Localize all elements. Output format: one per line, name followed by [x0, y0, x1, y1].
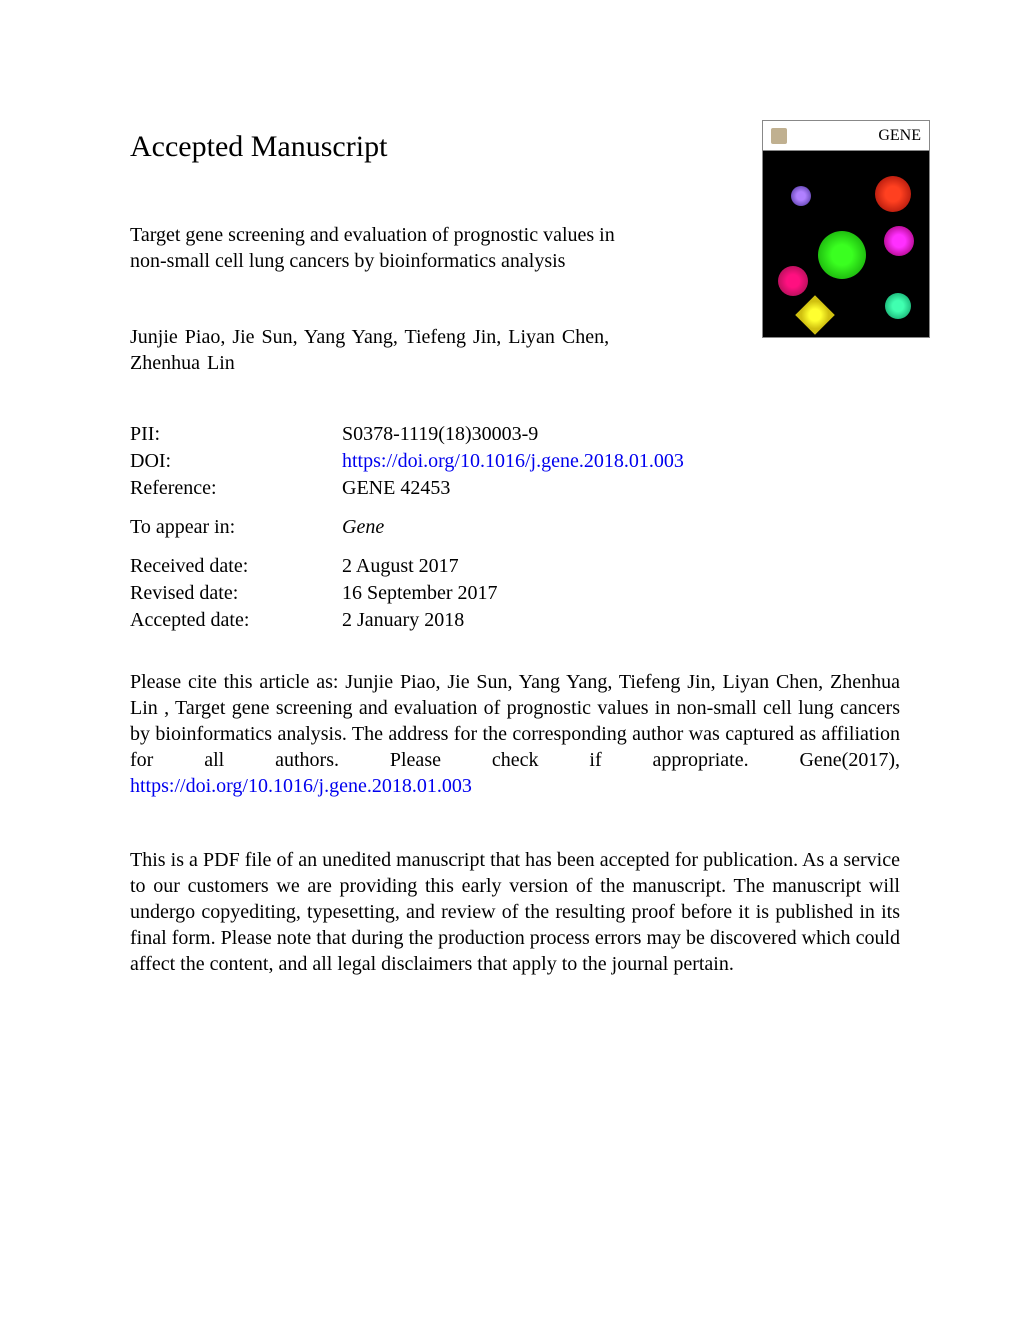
- manuscript-title: Target gene screening and evaluation of …: [130, 222, 640, 274]
- journal-cover-thumbnail: GENE: [762, 120, 930, 338]
- received-value: 2 August 2017: [342, 553, 900, 580]
- received-label: Received date:: [130, 553, 342, 580]
- appear-value: Gene: [342, 514, 900, 541]
- flower-magenta-icon: [778, 266, 808, 296]
- metadata-table: PII: S0378-1119(18)30003-9 DOI: https://…: [130, 421, 900, 634]
- flower-red-icon: [875, 176, 911, 212]
- appear-label: To appear in:: [130, 514, 342, 541]
- header-section: Accepted Manuscript GENE Target gene scr…: [130, 130, 900, 634]
- pii-value: S0378-1119(18)30003-9: [342, 421, 900, 448]
- journal-cover-image: [763, 151, 929, 337]
- metadata-row-appear: To appear in: Gene: [130, 514, 900, 541]
- metadata-row-received: Received date: 2 August 2017: [130, 553, 900, 580]
- metadata-row-pii: PII: S0378-1119(18)30003-9: [130, 421, 900, 448]
- reference-label: Reference:: [130, 475, 342, 502]
- journal-name: GENE: [878, 127, 921, 145]
- disclaimer-text: This is a PDF file of an unedited manusc…: [130, 847, 900, 977]
- metadata-row-doi: DOI: https://doi.org/10.1016/j.gene.2018…: [130, 448, 900, 475]
- doi-link[interactable]: https://doi.org/10.1016/j.gene.2018.01.0…: [342, 448, 900, 475]
- metadata-row-revised: Revised date: 16 September 2017: [130, 580, 900, 607]
- doi-label: DOI:: [130, 448, 342, 475]
- revised-value: 16 September 2017: [342, 580, 900, 607]
- reference-value: GENE 42453: [342, 475, 900, 502]
- metadata-row-reference: Reference: GENE 42453: [130, 475, 900, 502]
- flower-yellow-icon: [795, 295, 835, 335]
- flower-pink-icon: [884, 226, 914, 256]
- flower-teal-icon: [885, 293, 911, 319]
- accepted-label: Accepted date:: [130, 607, 342, 634]
- accepted-value: 2 January 2018: [342, 607, 900, 634]
- citation-doi-link[interactable]: https://doi.org/10.1016/j.gene.2018.01.0…: [130, 775, 472, 797]
- journal-cover-header: GENE: [763, 121, 929, 151]
- manuscript-authors: Junjie Piao, Jie Sun, Yang Yang, Tiefeng…: [130, 324, 640, 376]
- revised-label: Revised date:: [130, 580, 342, 607]
- publisher-icon: [771, 128, 787, 144]
- pii-label: PII:: [130, 421, 342, 448]
- flower-green-icon: [818, 231, 866, 279]
- citation-body: Please cite this article as: Junjie Piao…: [130, 671, 900, 771]
- citation-text: Please cite this article as: Junjie Piao…: [130, 669, 900, 799]
- flower-purple-icon: [791, 186, 811, 206]
- metadata-row-accepted: Accepted date: 2 January 2018: [130, 607, 900, 634]
